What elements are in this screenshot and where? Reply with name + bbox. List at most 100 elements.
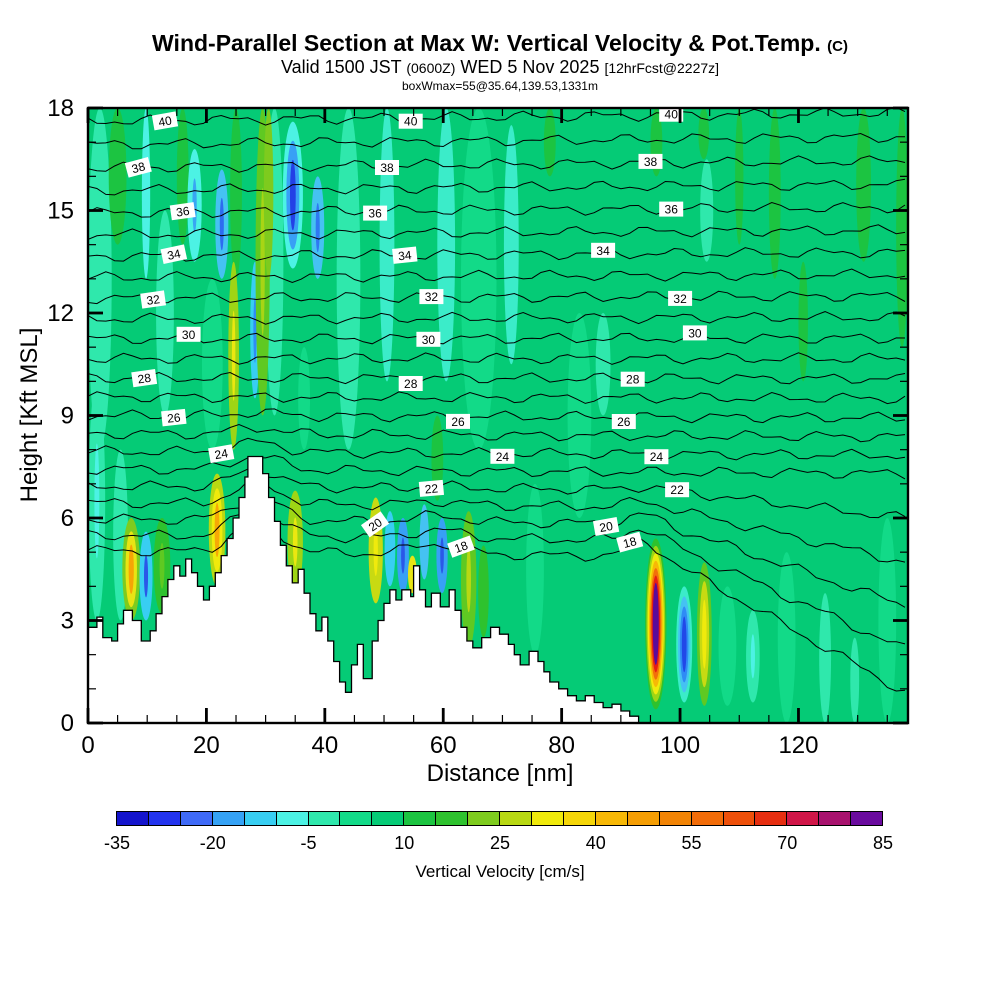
theta-label-34: 34 xyxy=(591,242,616,258)
theta-label-text: 30 xyxy=(688,326,702,340)
x-tick-label: 100 xyxy=(660,732,700,759)
texture-band xyxy=(526,483,544,655)
theta-label-box xyxy=(644,449,669,465)
texture-band xyxy=(878,518,897,723)
velocity-streak-layer xyxy=(263,108,274,279)
colorbar-tick-label: -35 xyxy=(103,833,131,853)
colorbar-tick-label: 70 xyxy=(777,833,798,853)
texture-band xyxy=(336,108,361,450)
theta-label-box xyxy=(140,290,167,309)
velocity-streak-layer xyxy=(214,502,220,558)
theta-contour-33 xyxy=(88,268,906,284)
theta-label-text: 24 xyxy=(213,446,229,462)
theta-label-text: 40 xyxy=(665,108,679,122)
theta-label-box xyxy=(151,111,179,131)
theta-contour-38 xyxy=(88,155,906,173)
theta-label-box xyxy=(668,290,693,306)
texture-band xyxy=(856,108,871,262)
theta-label-text: 20 xyxy=(598,519,614,535)
theta-label-18: 18 xyxy=(616,531,644,553)
theta-label-text: 34 xyxy=(397,248,412,263)
velocity-streak-layer xyxy=(219,197,224,251)
texture-band xyxy=(543,108,556,177)
theta-label-28: 28 xyxy=(398,376,423,391)
plot-title: Wind-Parallel Section at Max W: Vertical… xyxy=(0,30,1000,57)
theta-contour-35 xyxy=(88,224,906,240)
theta-contour-22 xyxy=(88,468,906,519)
theta-label-text: 30 xyxy=(422,333,436,347)
velocity-streak-layer xyxy=(750,634,755,679)
texture-band xyxy=(460,108,497,450)
theta-label-text: 34 xyxy=(166,246,182,263)
colorbar-segment xyxy=(850,811,884,826)
theta-label-text: 40 xyxy=(157,113,173,129)
theta-label-32: 32 xyxy=(419,289,444,305)
theta-label-box xyxy=(592,517,620,536)
velocity-streaks xyxy=(88,108,760,710)
theta-label-38: 38 xyxy=(375,160,399,175)
theta-label-22: 22 xyxy=(665,482,690,498)
texture-band xyxy=(700,159,714,262)
theta-label-box xyxy=(591,242,616,258)
colorbar-title: Vertical Velocity [cm/s] xyxy=(415,862,585,881)
forecast-info-text: [12hrFcst@2227z] xyxy=(604,60,720,76)
velocity-fill-field xyxy=(88,108,908,723)
theta-contour-28 xyxy=(88,371,906,385)
colorbar-segment xyxy=(243,811,277,826)
theta-label-box xyxy=(131,369,158,388)
theta-label-box xyxy=(638,153,663,169)
theta-label-box xyxy=(360,511,390,538)
theta-contour-37 xyxy=(88,178,906,196)
theta-label-text: 24 xyxy=(496,450,510,464)
y-tick-label: 0 xyxy=(61,710,74,737)
theta-label-box xyxy=(375,160,399,175)
theta-contour-26 xyxy=(88,408,906,424)
theta-label-text: 18 xyxy=(453,538,471,556)
x-tick-label: 80 xyxy=(548,732,575,759)
theta-label-box xyxy=(176,326,201,342)
velocity-streak-layer xyxy=(94,443,100,559)
velocity-streak-layer xyxy=(144,554,149,598)
theta-label-box xyxy=(446,413,470,429)
colorbar-segment xyxy=(499,811,532,826)
texture-band xyxy=(735,108,744,245)
colorbar-tick-label: 40 xyxy=(585,833,606,853)
colorbar-tick-label: -20 xyxy=(199,833,226,853)
theta-label-26: 26 xyxy=(161,408,187,427)
theta-label-text: 38 xyxy=(130,159,147,176)
theta-label-text: 26 xyxy=(166,410,181,425)
theta-label-box xyxy=(665,482,690,498)
y-axis-title: Height [Kft MSL] xyxy=(16,327,43,503)
x-tick-label: 60 xyxy=(430,732,457,759)
theta-label-34: 34 xyxy=(160,244,188,265)
theta-contour-20 xyxy=(88,494,906,608)
velocity-streak-layer xyxy=(384,511,396,587)
theta-label-36: 36 xyxy=(659,201,684,217)
velocity-streak-layer xyxy=(289,159,296,231)
texture-band xyxy=(156,210,174,416)
theta-contour-labels: 18 18 20 20 22 22 24 24 24 26 26 26 28 28 28 30 30 30 32 32… xyxy=(124,106,707,558)
texture-band xyxy=(176,108,189,245)
colorbar-segment xyxy=(786,811,820,826)
theta-label-26: 26 xyxy=(611,414,636,429)
theta-label-text: 22 xyxy=(670,483,684,497)
velocity-streak-layer xyxy=(253,297,257,363)
colorbar-segment xyxy=(211,811,245,826)
colorbar-tick-label: 25 xyxy=(489,833,511,853)
theta-label-box xyxy=(160,244,188,265)
colorbar-segment xyxy=(371,811,405,826)
theta-label-text: 38 xyxy=(380,161,394,175)
theta-label-text: 18 xyxy=(622,534,639,551)
theta-label-text: 26 xyxy=(617,415,631,429)
theta-label-box xyxy=(419,289,444,305)
texture-band xyxy=(88,108,112,450)
theta-contour-29 xyxy=(88,352,906,365)
theta-label-38: 38 xyxy=(124,156,152,178)
theta-contour-25 xyxy=(88,423,906,443)
colorbar-segment xyxy=(275,811,309,826)
theta-label-text: 26 xyxy=(451,415,465,429)
texture-band xyxy=(201,278,223,450)
theta-label-24: 24 xyxy=(208,444,235,464)
